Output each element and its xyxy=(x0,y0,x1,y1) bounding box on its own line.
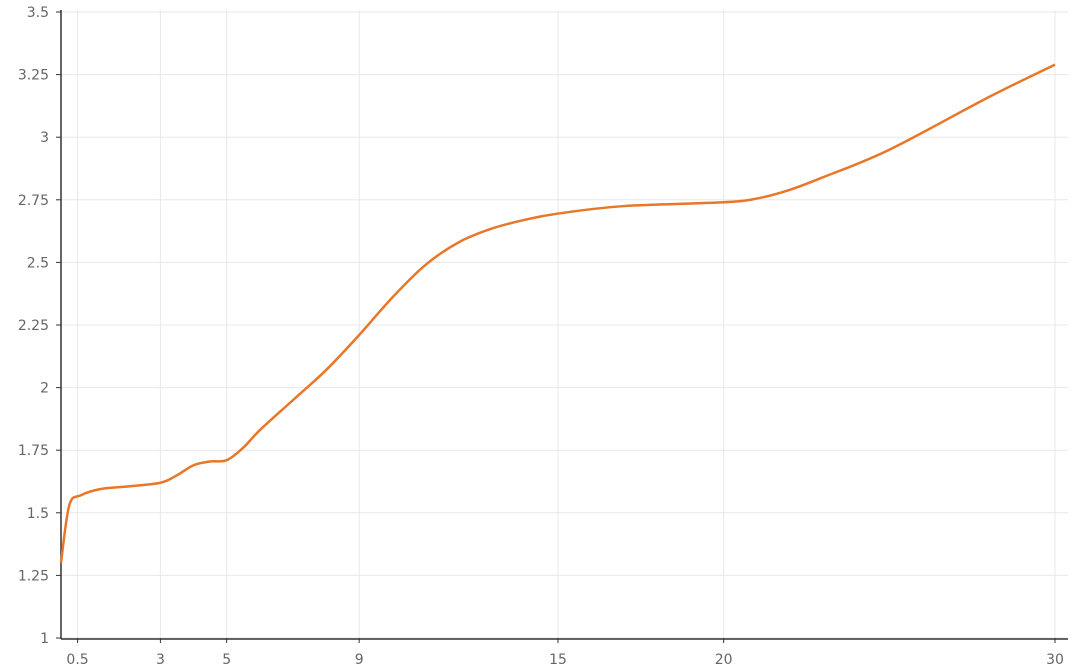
x-tick-label: 9 xyxy=(355,652,364,668)
series-group xyxy=(59,63,1056,564)
y-axis-ticks: 1 1.25 1.5 1.75 2 2.25 2.5 2.75 3 3.25 3.5 xyxy=(18,5,61,647)
y-tick-label: 1 xyxy=(40,631,49,647)
y-tick-label: 2.25 xyxy=(18,318,49,334)
x-tick-label: 15 xyxy=(549,652,567,668)
x-tick-label: 30 xyxy=(1046,652,1064,668)
x-tick-label: 5 xyxy=(222,652,231,668)
series-line xyxy=(59,63,1056,564)
x-tick-label: 3 xyxy=(156,652,165,668)
x-tick-label: 0.5 xyxy=(66,652,88,668)
x-axis-ticks: 0.5 3 5 9 15 20 30 xyxy=(66,638,1064,668)
grid xyxy=(61,10,1068,639)
y-tick-label: 1.5 xyxy=(27,506,49,522)
y-tick-label: 1.25 xyxy=(18,568,49,584)
y-tick-label: 2 xyxy=(40,381,49,397)
y-tick-label: 2.75 xyxy=(18,193,49,209)
y-tick-label: 2.5 xyxy=(27,255,49,271)
x-tick-label: 20 xyxy=(715,652,733,668)
y-tick-label: 3 xyxy=(40,130,49,146)
y-tick-label: 3.5 xyxy=(27,5,49,21)
y-tick-label: 3.25 xyxy=(18,68,49,84)
y-tick-label: 1.75 xyxy=(18,443,49,459)
